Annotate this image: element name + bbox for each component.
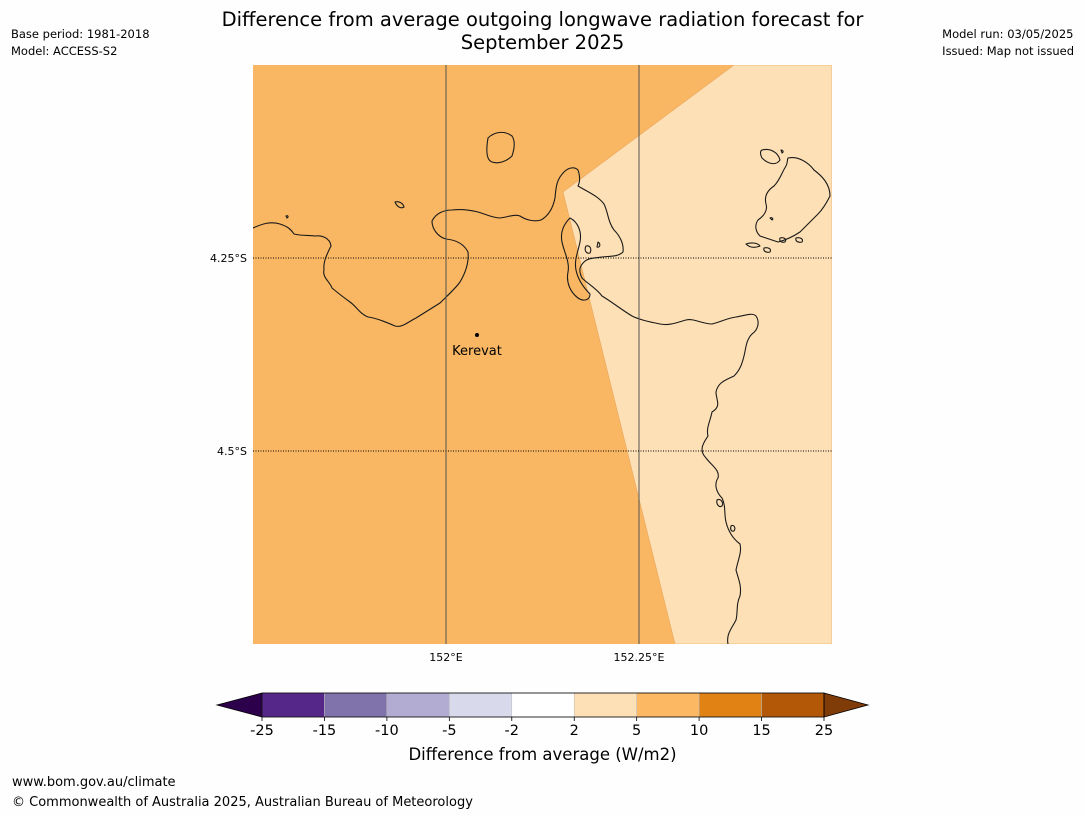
kerevat-label: Kerevat [452, 344, 502, 359]
coastline [253, 131, 831, 644]
colorbar-tick-label: -25 [250, 723, 274, 739]
colorbar-swatch [261, 692, 325, 718]
colorbar-tick-label: -15 [313, 723, 337, 739]
colorbar: -25 -15 -10 -5 -2 2 5 10 15 25 [215, 692, 870, 739]
kerevat-marker [475, 333, 479, 337]
colorbar-swatch [511, 692, 575, 718]
colorbar-tick-label: -10 [375, 723, 399, 739]
colorbar-tick-label: -5 [442, 723, 456, 739]
colorbar-swatch [449, 692, 513, 718]
map-title: Difference from average outgoing longwav… [0, 8, 1085, 54]
anomaly-region-east [562, 65, 832, 644]
map-title-line-1: Difference from average outgoing longwav… [221, 8, 864, 31]
colorbar-extend-low [215, 692, 263, 718]
map-title-line-2: September 2025 [460, 31, 625, 54]
colorbar-extend-high [823, 692, 870, 718]
colorbar-tick-label: 25 [815, 723, 833, 739]
model-info: Base period: 1981-2018 Model: ACCESS-S2 [11, 26, 150, 59]
colorbar-swatch [573, 692, 637, 718]
lat-labels: 4.25°S 4.5°S [210, 252, 247, 458]
colorbar-tick-label: 5 [632, 723, 641, 739]
colorbar-outline [261, 692, 825, 718]
base-period-text: Base period: 1981-2018 [11, 27, 150, 41]
footer-url: www.bom.gov.au/climate [12, 775, 176, 790]
colorbar-tick-label: -2 [505, 723, 519, 739]
colorbar-swatch [324, 692, 388, 718]
colorbar-tick-label: 15 [752, 723, 770, 739]
lat-label-4-25s: 4.25°S [210, 252, 247, 265]
model-name-text: Model: ACCESS-S2 [11, 43, 118, 58]
colorbar-tick-label: 10 [690, 723, 708, 739]
lon-labels: 152°E 152.25°E [429, 651, 664, 664]
footer-copyright: © Commonwealth of Australia 2025, Austra… [12, 795, 473, 810]
colorbar-tick-label: 2 [570, 723, 579, 739]
run-info: Model run: 03/05/2025 Issued: Map not is… [942, 26, 1074, 59]
colorbar-label: Difference from average (W/m2) [408, 745, 677, 764]
lon-label-152-25e: 152.25°E [614, 651, 665, 664]
model-run-text: Model run: 03/05/2025 [942, 27, 1074, 41]
colorbar-swatch [761, 692, 825, 718]
graticule [253, 65, 832, 644]
colorbar-swatch [698, 692, 762, 718]
map-panel: Kerevat [253, 65, 832, 644]
issued-text: Issued: Map not issued [942, 43, 1074, 58]
colorbar-swatch [636, 692, 700, 718]
colorbar-swatch [386, 692, 450, 718]
lat-label-4-5s: 4.5°S [217, 445, 247, 458]
lon-label-152e: 152°E [429, 651, 462, 664]
